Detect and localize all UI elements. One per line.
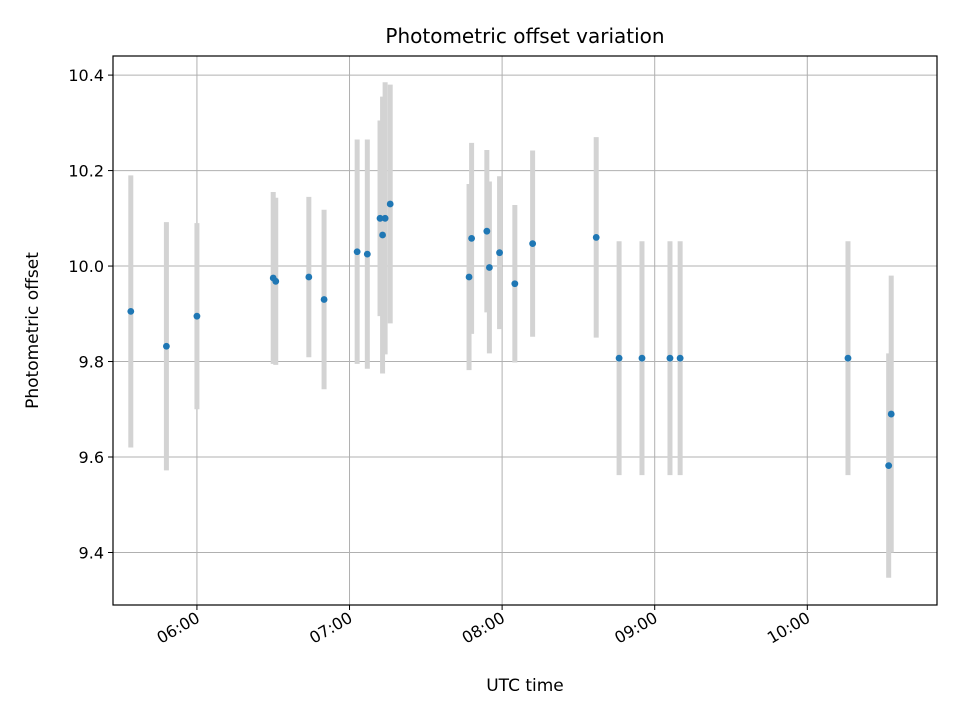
data-point — [272, 277, 280, 285]
data-point — [844, 354, 852, 362]
data-point — [511, 280, 519, 288]
data-point — [363, 250, 371, 258]
error-bars — [128, 82, 894, 578]
y-tick-label: 9.8 — [79, 353, 104, 372]
y-tick-label: 9.4 — [79, 543, 104, 562]
data-point — [676, 354, 684, 362]
data-point — [529, 240, 537, 248]
data-point — [127, 308, 135, 315]
x-tick-label: 08:00 — [459, 608, 508, 648]
data-point — [885, 462, 893, 470]
y-tick-label: 9.6 — [79, 448, 104, 467]
x-axis-label: UTC time — [486, 676, 564, 696]
data-point — [483, 227, 491, 235]
data-point — [376, 214, 384, 222]
x-tick-label: 06:00 — [153, 608, 202, 648]
x-tick-label: 09:00 — [611, 608, 660, 648]
chart-title: Photometric offset variation — [385, 24, 664, 48]
data-point — [496, 249, 503, 257]
y-tick-label: 10.0 — [68, 257, 104, 276]
grid-lines — [113, 56, 937, 605]
y-tick-label: 10.4 — [68, 66, 104, 85]
data-point — [592, 234, 600, 241]
data-point — [666, 354, 674, 362]
x-tick-label: 10:00 — [764, 608, 813, 648]
data-point — [887, 410, 895, 418]
x-tick-label: 07:00 — [306, 608, 355, 648]
data-point — [465, 273, 473, 281]
data-point — [386, 200, 394, 208]
data-point — [320, 296, 328, 303]
data-point — [353, 248, 361, 256]
y-axis-label: Photometric offset — [23, 252, 43, 409]
plot-frame — [112, 55, 938, 606]
axis-ticks: 06:00 07:00 08:00 09:00 10:00 9.4 9.6 9.8 10.0 10… — [68, 66, 813, 647]
data-point — [615, 354, 623, 362]
data-point — [163, 342, 170, 350]
data-point — [638, 354, 646, 362]
y-tick-label: 10.2 — [68, 162, 104, 181]
data-point — [305, 273, 313, 281]
data-point — [381, 214, 389, 222]
data-point — [379, 231, 386, 239]
data-point — [468, 234, 475, 242]
data-point — [193, 312, 201, 320]
data-points — [127, 200, 895, 470]
data-point — [485, 264, 493, 271]
